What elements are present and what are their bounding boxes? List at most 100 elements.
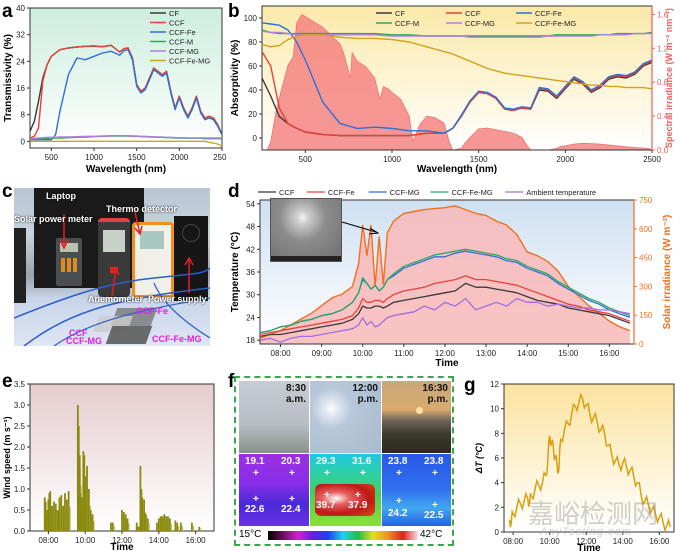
- power-supply-device: [174, 216, 208, 301]
- x-tick-label: 2000: [556, 155, 574, 164]
- wind-bar: [83, 455, 86, 531]
- x-axis-label: Time: [110, 542, 134, 551]
- x-tick-label: 2500: [643, 155, 661, 164]
- wind-bar: [141, 497, 144, 531]
- ir-value: 31.6: [352, 456, 372, 467]
- legend-label: CCF-MG: [465, 19, 495, 28]
- ampm-noon: p.m.: [357, 393, 378, 405]
- panel-label-c: c: [2, 181, 13, 202]
- plot-background: [30, 8, 222, 148]
- ir-value: 23.8: [424, 456, 444, 467]
- legend-label: Ambient temperature: [526, 188, 596, 197]
- x-tick-label: 11:00: [394, 349, 414, 358]
- ir-noon: 29.3 31.6 + + + + 39.7 37.9: [310, 454, 381, 526]
- y-tick-label: 60: [248, 62, 257, 71]
- y-tick-label: 24: [246, 313, 255, 322]
- y-tick-label: 10: [490, 405, 499, 414]
- wind-bar: [113, 525, 115, 531]
- wind-bar: [148, 523, 150, 531]
- wind-bar: [45, 510, 48, 531]
- y-tick-label: 1.5: [14, 464, 26, 473]
- photo-evening: 16:30 p.m.: [382, 381, 451, 453]
- series-line-ccf-mg: [29, 135, 222, 140]
- wind-bar: [56, 510, 59, 531]
- wind-bar: [124, 514, 127, 531]
- wind-bar: [43, 497, 46, 531]
- wind-bar: [159, 516, 162, 531]
- ir-value: 19.1: [245, 456, 265, 467]
- wind-bar: [58, 497, 61, 531]
- y-axis-label: Wind speed (m s⁻¹): [2, 416, 12, 498]
- x-tick-label: 1500: [128, 153, 146, 162]
- wind-bar: [191, 522, 193, 531]
- wind-bar: [137, 526, 140, 531]
- x-tick-label: 15:00: [558, 349, 579, 358]
- series-line-ccf-fe-mg: [30, 140, 223, 147]
- series-line-ccf: [261, 51, 653, 137]
- ir-value: 24.2: [388, 508, 408, 519]
- ir-value: 39.7: [316, 500, 336, 511]
- series-line-ccf-fe: [259, 275, 631, 336]
- wind-bar: [139, 465, 142, 531]
- x-tick-label: 13:00: [476, 349, 497, 358]
- panel-label-e: e: [2, 371, 13, 392]
- thermo-detector-device: [132, 222, 174, 298]
- y-tick-label: 2: [495, 503, 500, 512]
- label-sample-ccf-fe: CCF-Fe: [136, 306, 168, 316]
- y-tick-label: 16: [16, 84, 25, 93]
- legend-label: CCF-Fe-MG: [169, 57, 210, 66]
- wind-bar: [198, 526, 201, 531]
- y-tick-label: 40: [248, 86, 257, 95]
- wind-bar: [51, 505, 53, 531]
- wind-bar: [65, 499, 68, 531]
- x-tick-label: 10:00: [75, 536, 96, 545]
- x-tick-label: 10:00: [540, 537, 561, 546]
- wind-bar: [48, 493, 51, 531]
- wind-bar: [93, 520, 95, 531]
- y-axis-label: ΔT (°C): [474, 443, 484, 474]
- x-tick-label: 16:00: [186, 536, 207, 545]
- wind-bar: [47, 499, 50, 531]
- ir-value: 22.4: [281, 504, 301, 515]
- irradiance-area: [260, 205, 630, 344]
- legend-label: CCF-Fe-MG: [452, 188, 493, 197]
- wind-bar: [168, 518, 171, 531]
- wind-bar: [121, 510, 123, 531]
- x-tick-label: 14:00: [149, 536, 170, 545]
- experiment-photo: Laptop Solar power meter Thermo detector…: [14, 188, 210, 346]
- y-tick-label: 20: [248, 110, 257, 119]
- wind-bar: [126, 518, 129, 531]
- y-right-tick-label: 0: [639, 340, 644, 349]
- y-right-tick-label: 150: [639, 311, 653, 320]
- x-tick-label: 12:00: [576, 537, 597, 546]
- ir-value: 22.6: [245, 504, 265, 515]
- x-tick-label: 500: [45, 153, 59, 162]
- ir-morning: 19.1 20.3 + + + + 22.6 22.4: [239, 454, 309, 526]
- ir-value: 37.9: [348, 500, 368, 511]
- x-axis-label: Time: [435, 358, 459, 369]
- label-anemometer: Anemometer: [88, 294, 144, 304]
- y-right-axis-label: Spectral irradiance (W m⁻² nm⁻¹): [664, 8, 674, 148]
- legend-label: CCF: [465, 9, 481, 18]
- irradiance-area: [266, 14, 653, 151]
- panel-label-d: d: [228, 181, 240, 202]
- panel-label-b: b: [228, 1, 240, 22]
- y-tick-label: 8: [21, 111, 26, 120]
- y-right-tick-label: 0.0: [657, 146, 669, 155]
- solar-power-meter-device: [56, 238, 82, 286]
- y-right-tick-label: 1.2: [657, 44, 669, 53]
- wind-bar: [64, 493, 66, 531]
- wind-bar: [181, 525, 183, 531]
- legend-label: CCF-MG: [390, 188, 420, 197]
- plot-background: [30, 384, 214, 531]
- y-tick-label: 2.5: [14, 422, 26, 431]
- legend-label: CCF: [279, 188, 295, 197]
- x-tick-label: 09:00: [312, 349, 333, 358]
- y-tick-label: 3.5: [14, 380, 26, 389]
- cables: [14, 207, 210, 346]
- ir-value: 23.8: [388, 456, 408, 467]
- label-solar-power-meter: Solar power meter: [14, 214, 93, 224]
- wind-bar: [161, 516, 164, 531]
- wind-bar: [143, 499, 145, 531]
- time-noon: 12:00: [352, 383, 378, 394]
